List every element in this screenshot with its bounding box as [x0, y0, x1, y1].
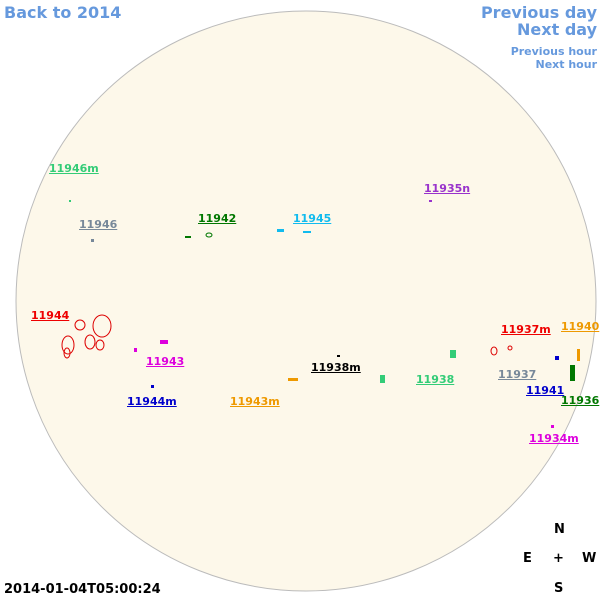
region-label[interactable]: 11934m [529, 432, 579, 445]
region-label[interactable]: 11938m [311, 361, 361, 374]
region-label[interactable]: 11938 [416, 373, 455, 386]
region-label[interactable]: 11937m [501, 323, 551, 336]
previous-hour-link[interactable]: Previous hour [510, 45, 597, 58]
timestamp: 2014-01-04T05:00:24 [4, 582, 161, 597]
region-label[interactable]: 11936 [561, 394, 600, 407]
compass-center: + [553, 551, 564, 566]
compass-south: S [554, 581, 564, 596]
region-label[interactable]: 11944 [31, 309, 70, 322]
compass-east: E [523, 551, 532, 566]
region-label[interactable]: 11937 [498, 368, 537, 381]
previous-day-link[interactable]: Previous day [480, 3, 597, 22]
region-label[interactable]: 11935n [424, 182, 471, 195]
region-label[interactable]: 11943m [230, 395, 280, 408]
region-label[interactable]: 11940 [561, 320, 600, 333]
compass-north: N [554, 522, 565, 537]
sunspot-group [61, 314, 513, 359]
region-label[interactable]: 11946 [79, 218, 118, 231]
region-label[interactable]: 11941 [526, 384, 565, 397]
solar-disk [15, 10, 597, 592]
sunspot-dots [69, 200, 580, 428]
next-day-link[interactable]: Next day [517, 20, 597, 39]
region-label[interactable]: 11946m [49, 162, 99, 175]
back-link[interactable]: Back to 2014 [4, 3, 122, 22]
region-label[interactable]: 11942 [198, 212, 237, 225]
compass-west: W [582, 551, 597, 566]
region-label[interactable]: 11943 [146, 355, 185, 368]
region-label[interactable]: 11944m [127, 395, 177, 408]
region-label[interactable]: 11945 [293, 212, 332, 225]
next-hour-link[interactable]: Next hour [535, 58, 598, 71]
